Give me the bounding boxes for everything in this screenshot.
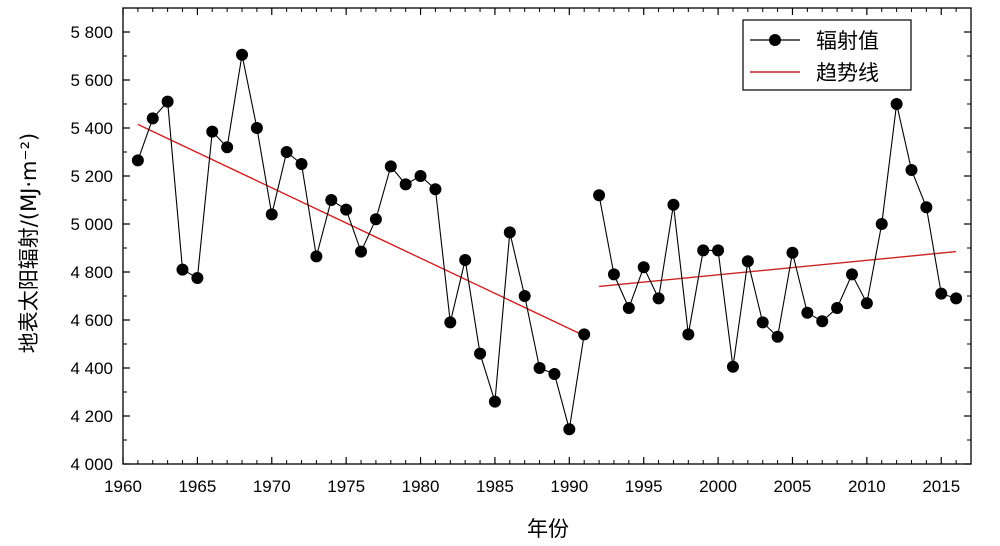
radiation-point-1987 (518, 290, 531, 302)
radiation-point-1979 (399, 178, 412, 191)
y-tick-label: 4 400 (70, 359, 113, 378)
x-tick-label: 2015 (922, 477, 960, 496)
radiation-point-1999 (697, 244, 710, 257)
radiation-point-1980 (414, 170, 427, 182)
radiation-point-2009 (845, 268, 858, 281)
radiation-point-2011 (875, 218, 888, 230)
y-tick-label: 4 600 (70, 311, 113, 330)
radiation-point-2000 (712, 244, 725, 257)
radiation-point-1996 (652, 292, 665, 305)
x-tick-label: 1975 (327, 477, 365, 496)
radiation-point-1981 (429, 183, 442, 196)
x-axis: 1960 1965 1970 1975 1980 1985 1990 1995 2000 2005… (104, 8, 972, 496)
radiation-point-2014 (920, 201, 933, 214)
radiation-point-1966 (206, 125, 219, 138)
radiation-line-segment-1 (137, 54, 585, 430)
radiation-point-1993 (607, 268, 620, 281)
y-tick-label: 5 600 (70, 71, 113, 90)
radiation-point-2008 (831, 302, 844, 314)
x-axis-title: 年份 (527, 517, 569, 541)
legend-marker-radiation (769, 34, 781, 46)
radiation-point-1974 (325, 194, 338, 206)
radiation-point-1968 (236, 48, 249, 61)
y-axis-title: 地表太阳辐射/(MJ·m⁻²) (17, 133, 41, 353)
radiation-point-1997 (667, 198, 680, 211)
radiation-point-2001 (726, 360, 739, 373)
radiation-point-1971 (280, 146, 293, 158)
legend: 辐射值 趋势线 (742, 19, 912, 91)
radiation-point-1990 (563, 423, 576, 436)
radiation-point-2005 (786, 246, 799, 259)
legend-label-trend: 趋势线 (816, 61, 879, 85)
radiation-point-1962 (146, 112, 159, 125)
radiation-point-1963 (161, 95, 174, 108)
legend-box (742, 19, 912, 91)
plot-frame (122, 7, 972, 465)
radiation-point-2013 (905, 164, 918, 176)
radiation-point-2012 (890, 98, 903, 110)
radiation-point-1967 (221, 141, 234, 154)
y-axis: 4 000 4 200 4 400 4 600 4 800 5 000 5 200 5 400… (70, 23, 971, 474)
x-tick-label: 1985 (476, 477, 514, 496)
radiation-point-2003 (756, 316, 769, 329)
plot-area (122, 7, 972, 465)
radiation-point-2006 (801, 306, 814, 319)
radiation-point-2010 (860, 297, 873, 310)
radiation-point-2004 (771, 330, 784, 343)
radiation-point-2002 (741, 255, 754, 268)
radiation-point-1973 (310, 250, 323, 263)
y-tick-label: 5 800 (70, 23, 113, 42)
trend-line-segment-2 (599, 250, 957, 288)
x-tick-label: 2010 (848, 477, 886, 496)
radiation-point-1986 (503, 226, 516, 239)
radiation-point-2015 (935, 287, 948, 300)
radiation-point-1995 (637, 261, 650, 274)
y-tick-label: 5 200 (70, 167, 113, 186)
radiation-point-1991 (578, 328, 591, 341)
radiation-point-1977 (369, 213, 382, 226)
radiation-point-1976 (355, 245, 368, 258)
x-tick-label: 1995 (625, 477, 663, 496)
radiation-point-1975 (340, 203, 353, 216)
radiation-point-2016 (950, 292, 963, 305)
y-tick-label: 5 400 (70, 119, 113, 138)
radiation-point-1965 (191, 272, 204, 284)
y-tick-label: 5 000 (70, 215, 113, 234)
radiation-point-1982 (444, 316, 457, 329)
radiation-point-1978 (384, 160, 397, 173)
radiation-point-1972 (295, 158, 308, 170)
y-tick-label: 4 800 (70, 263, 113, 282)
x-tick-label: 1965 (178, 477, 216, 496)
x-tick-label: 1990 (550, 477, 588, 496)
y-tick-label: 4 000 (70, 455, 113, 474)
radiation-point-1970 (265, 208, 278, 221)
x-tick-label: 1980 (402, 477, 440, 496)
x-tick-label: 1970 (253, 477, 291, 496)
x-tick-label: 2000 (699, 477, 737, 496)
trend-line-segment-1 (137, 123, 585, 337)
series-layer (131, 48, 963, 436)
legend-label-radiation: 辐射值 (816, 29, 879, 53)
radiation-point-1992 (593, 189, 606, 202)
radiation-point-1961 (131, 154, 144, 167)
radiation-point-2007 (816, 315, 829, 328)
radiation-point-1989 (548, 368, 561, 380)
radiation-point-1984 (474, 347, 487, 360)
radiation-point-1969 (250, 122, 263, 134)
radiation-point-1998 (682, 328, 695, 341)
radiation-line-segment-2 (598, 103, 957, 367)
x-tick-label: 2005 (774, 477, 812, 496)
x-tick-label: 1960 (104, 477, 142, 496)
radiation-point-1985 (488, 395, 501, 408)
radiation-point-1983 (459, 254, 472, 266)
radiation-point-1964 (176, 263, 189, 276)
y-tick-label: 4 200 (70, 407, 113, 426)
radiation-point-1988 (533, 362, 546, 374)
radiation-point-1994 (622, 302, 635, 314)
